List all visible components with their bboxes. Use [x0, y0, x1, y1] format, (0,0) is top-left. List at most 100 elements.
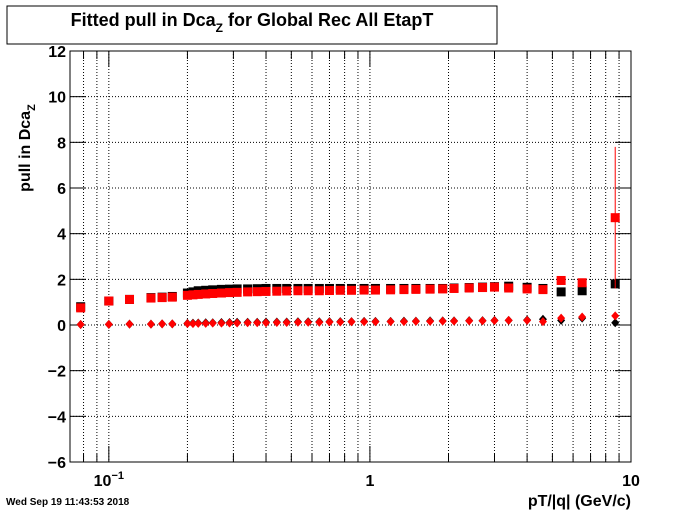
diamond-marker: [304, 317, 313, 327]
y-tick-label: 8: [57, 135, 66, 152]
diamond-marker: [371, 317, 380, 327]
square-marker: [252, 287, 262, 297]
title-part: for Global Rec All EtapT: [223, 10, 433, 30]
y-label-part: pull in Dca: [17, 111, 34, 192]
square-marker: [610, 213, 620, 223]
square-marker: [438, 284, 448, 294]
diamond-marker: [315, 317, 324, 327]
diamond-marker: [183, 319, 192, 329]
square-marker: [556, 275, 566, 285]
diamond-marker: [325, 317, 334, 327]
square-marker: [556, 287, 566, 297]
square-marker: [577, 286, 587, 296]
diamond-marker: [438, 316, 447, 326]
square-marker: [504, 283, 514, 293]
x-tick-label: 1: [365, 473, 374, 490]
diamond-marker: [158, 319, 167, 329]
square-marker: [146, 293, 156, 303]
diamond-marker: [411, 316, 420, 326]
square-marker: [489, 282, 499, 292]
diamond-marker: [578, 312, 587, 322]
diamond-marker: [504, 315, 513, 325]
diamond-marker: [490, 316, 499, 326]
square-marker: [261, 286, 271, 296]
diamond-marker: [104, 319, 113, 329]
square-marker: [157, 293, 167, 303]
y-tick-label: 12: [48, 44, 66, 61]
x-tick-label-base: 10: [94, 473, 112, 490]
x-tick-label: 10: [622, 473, 640, 490]
x-tick-label-base: 1: [365, 473, 374, 490]
plot-frame: [69, 50, 632, 463]
diamond-marker: [253, 318, 262, 328]
diamond-marker: [194, 318, 203, 328]
square-marker: [293, 286, 303, 296]
y-tick-label: 0: [57, 318, 66, 335]
square-marker: [76, 303, 86, 313]
timestamp: Wed Sep 19 11:43:53 2018: [6, 497, 130, 508]
square-marker: [282, 286, 292, 296]
diamond-marker: [336, 317, 345, 327]
square-marker: [359, 285, 369, 295]
diamond-marker: [217, 318, 226, 328]
diamond-marker: [399, 317, 408, 327]
diamond-marker: [478, 316, 487, 326]
x-axis-label: pT/|q| (GeV/c): [528, 493, 631, 510]
chart-title: Fitted pull in DcaZ for Global Rec All E…: [71, 10, 434, 35]
square-marker: [125, 294, 135, 304]
diamond-marker: [347, 317, 356, 327]
square-marker: [201, 289, 211, 299]
diamond-marker: [272, 317, 281, 327]
diamond-marker: [360, 317, 369, 327]
square-marker: [399, 285, 409, 295]
square-marker: [346, 285, 356, 295]
square-marker: [324, 286, 334, 296]
y-tick-label: −4: [48, 409, 66, 426]
title-part: Fitted pull in Dca: [71, 10, 217, 30]
diamond-marker: [168, 319, 177, 329]
square-marker: [182, 290, 192, 300]
diamond-marker: [465, 316, 474, 326]
diamond-marker: [386, 317, 395, 327]
x-tick-label: 10−1: [94, 470, 124, 490]
square-marker: [370, 285, 380, 295]
diamond-marker: [538, 317, 547, 327]
x-tick-label-exp: −1: [111, 470, 124, 482]
square-marker: [104, 296, 114, 306]
y-label-sub: Z: [26, 104, 38, 111]
square-marker: [232, 287, 242, 297]
diamond-marker: [188, 319, 197, 329]
diamond-marker: [611, 318, 620, 328]
square-marker: [193, 289, 203, 299]
diamond-marker: [76, 320, 85, 330]
y-axis-label: pull in DcaZ: [17, 104, 38, 192]
diamond-marker: [611, 311, 620, 321]
title-box: [6, 5, 498, 45]
title-sub: Z: [216, 21, 223, 35]
diamond-marker: [225, 318, 234, 328]
square-marker: [216, 288, 226, 298]
square-marker: [464, 283, 474, 293]
square-marker: [208, 288, 218, 298]
y-tick-label: 2: [57, 272, 66, 289]
square-marker: [522, 284, 532, 294]
square-marker: [272, 286, 282, 296]
diamond-marker: [523, 315, 532, 325]
diamond-marker: [201, 318, 210, 328]
square-marker: [335, 285, 345, 295]
y-tick-label: 4: [57, 227, 66, 244]
square-marker: [449, 283, 459, 293]
diamond-marker: [282, 317, 291, 327]
square-marker: [303, 286, 313, 296]
square-marker: [386, 285, 396, 295]
square-marker: [225, 288, 235, 298]
y-tick-label: −6: [48, 455, 66, 472]
y-tick-label: −2: [48, 364, 66, 381]
square-marker: [314, 286, 324, 296]
diamond-marker: [426, 316, 435, 326]
square-marker: [188, 290, 198, 300]
diamond-marker: [233, 318, 242, 328]
square-marker: [167, 292, 177, 302]
square-marker: [577, 278, 587, 288]
